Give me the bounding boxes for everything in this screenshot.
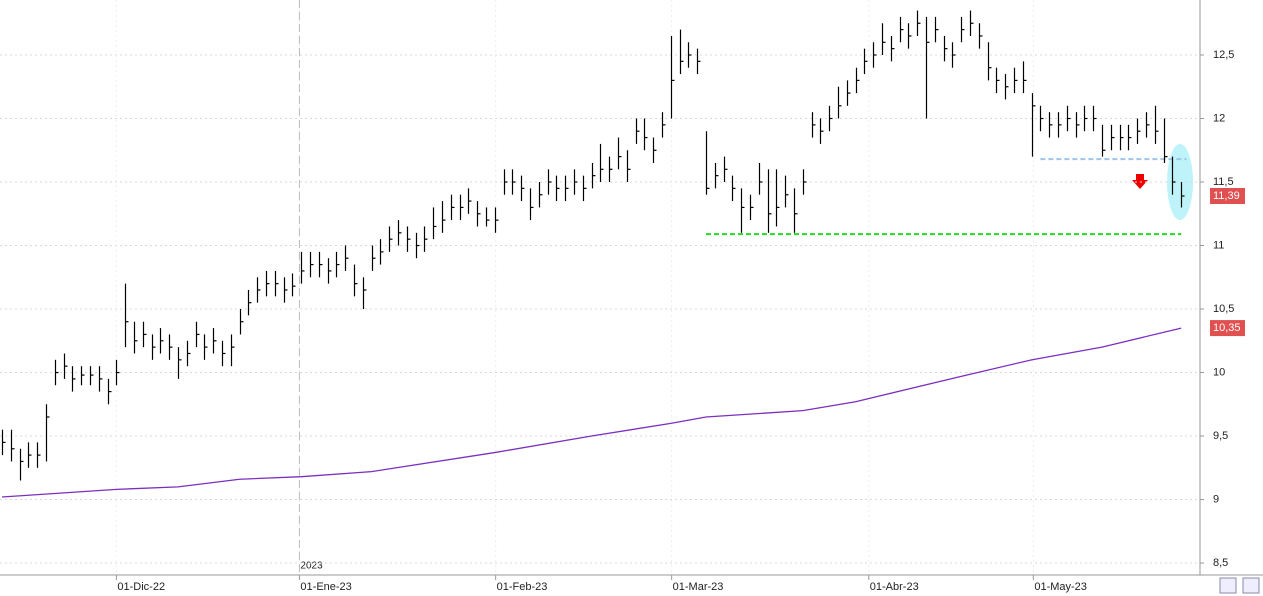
down-arrow bbox=[1132, 174, 1148, 189]
y-tick-label: 12,5 bbox=[1213, 49, 1234, 61]
year-label: 2023 bbox=[300, 561, 323, 572]
moving-average bbox=[1, 327, 1182, 498]
price-label-box bbox=[1210, 320, 1245, 337]
price-label: 10,35 bbox=[1213, 322, 1241, 334]
x-tick-label: 01-Dic-22 bbox=[117, 581, 165, 593]
scroll-button[interactable] bbox=[1219, 577, 1237, 594]
price-label-box bbox=[1210, 187, 1245, 204]
y-tick-label: 10,5 bbox=[1213, 303, 1234, 315]
x-tick-label: 01-Ene-23 bbox=[300, 581, 351, 593]
y-tick-label: 8,5 bbox=[1213, 557, 1228, 569]
y-tick-label: 9 bbox=[1213, 493, 1219, 505]
x-tick-label: 01-Feb-23 bbox=[497, 581, 548, 593]
y-tick-label: 9,5 bbox=[1213, 430, 1228, 442]
y-tick-label: 11,5 bbox=[1213, 176, 1234, 188]
y-tick-label: 12 bbox=[1213, 112, 1225, 124]
plot-area bbox=[0, 0, 1200, 575]
x-tick-label: 01-Mar-23 bbox=[673, 581, 724, 593]
save-button[interactable] bbox=[1242, 577, 1260, 594]
y-tick-label: 10 bbox=[1213, 366, 1225, 378]
y-tick-label: 11 bbox=[1213, 239, 1224, 251]
x-tick-label: 01-May-23 bbox=[1034, 581, 1087, 593]
price-label: 11,39 bbox=[1213, 190, 1240, 202]
x-tick-label: 01-Abr-23 bbox=[870, 581, 919, 593]
